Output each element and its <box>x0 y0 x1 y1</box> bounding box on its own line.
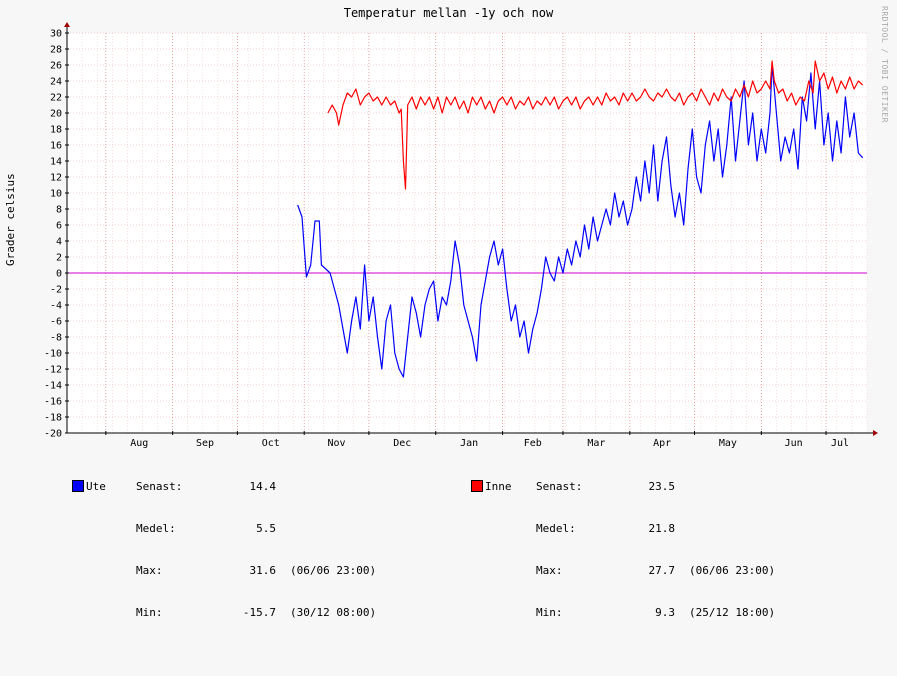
series-line-ute <box>297 64 864 378</box>
inne-min-value: 9.3 <box>655 606 675 619</box>
y-tick-labels: -20-18-16-14-12-10-8-6-4-202468101214161… <box>44 29 62 440</box>
y-tick-label: 0 <box>56 269 62 280</box>
ute-senast-value: 14.4 <box>249 480 277 493</box>
ute-min-value: -15.7 <box>242 606 276 619</box>
y-tick-label: 30 <box>50 29 62 40</box>
inne-min-when: (25/12 18:00) <box>689 606 776 619</box>
y-tick-label: 22 <box>50 93 62 104</box>
y-tick-label: 8 <box>56 205 62 216</box>
y-tick-label: -10 <box>44 349 62 360</box>
ute-name: Ute <box>86 480 106 493</box>
y-tick-label: 10 <box>50 189 62 200</box>
series-lines <box>297 60 864 378</box>
inne-swatch <box>471 480 483 492</box>
y-tick-label: -20 <box>44 429 62 440</box>
y-tick-label: 24 <box>50 77 62 88</box>
temperature-chart: -20-18-16-14-12-10-8-6-4-202468101214161… <box>44 22 878 449</box>
series-line-inne <box>327 60 864 190</box>
plot-area <box>67 33 867 433</box>
y-tick-label: 4 <box>56 237 62 248</box>
ute-min-label: Min: <box>136 606 163 619</box>
legend-inne: Inne Senast: 23.5 Medel: 21.8 Max: 27.7 … <box>471 452 851 634</box>
y-tick-label: -8 <box>50 333 62 344</box>
ute-min-when: (30/12 08:00) <box>290 606 377 619</box>
inne-name: Inne <box>485 480 512 493</box>
x-tick-label: Apr <box>653 438 671 449</box>
inne-min-label: Min: <box>536 606 563 619</box>
legend-ute: Ute Senast: 14.4 Medel: 5.5 Max: 31.6 (0… <box>72 452 452 634</box>
watermark: RRDTOOL / TOBI OETIKER <box>880 6 889 123</box>
ute-medel-value: 5.5 <box>256 522 276 535</box>
x-tick-label: Jan <box>460 438 478 449</box>
x-tick-label: Oct <box>262 438 280 449</box>
inne-medel-label: Medel: <box>536 522 576 535</box>
y-tick-label: -12 <box>44 365 62 376</box>
x-tick-label: Mar <box>587 438 605 449</box>
y-tick-label: -14 <box>44 381 62 392</box>
y-tick-label: -4 <box>50 301 62 312</box>
y-tick-label: 16 <box>50 141 62 152</box>
y-tick-label: 2 <box>56 253 62 264</box>
y-tick-label: 20 <box>50 109 62 120</box>
x-tick-labels: Aug Sep Oct Nov Dec Jan Feb Mar Apr May Jun Jul <box>130 438 849 449</box>
y-tick-label: 26 <box>50 61 62 72</box>
y-tick-label: -6 <box>50 317 62 328</box>
y-tick-label: 28 <box>50 45 62 56</box>
y-tick-label: -18 <box>44 413 62 424</box>
inne-max-value: 27.7 <box>648 564 676 577</box>
x-tick-label: Dec <box>393 438 411 449</box>
ute-swatch <box>72 480 84 492</box>
y-tick-label: -2 <box>50 285 62 296</box>
ute-max-when: (06/06 23:00) <box>290 564 377 577</box>
x-tick-label: Aug <box>130 438 148 449</box>
inne-senast-value: 23.5 <box>648 480 676 493</box>
y-tick-label: 14 <box>50 157 62 168</box>
y-axis-arrow <box>64 22 70 27</box>
ute-senast-label: Senast: <box>136 480 183 493</box>
x-axis-arrow <box>873 430 878 436</box>
ute-max-value: 31.6 <box>249 564 277 577</box>
y-tick-label: 12 <box>50 173 62 184</box>
chart-title: Temperatur mellan -1y och now <box>343 6 554 20</box>
x-tick-label: Nov <box>328 438 346 449</box>
x-tick-label: Sep <box>196 438 214 449</box>
ute-medel-label: Medel: <box>136 522 176 535</box>
inne-senast-label: Senast: <box>536 480 583 493</box>
y-tick-label: 18 <box>50 125 62 136</box>
x-tick-label: Jun <box>785 438 803 449</box>
inne-max-when: (06/06 23:00) <box>689 564 776 577</box>
x-tick-label: Feb <box>524 438 542 449</box>
y-tick-label: -16 <box>44 397 62 408</box>
y-tick-label: 6 <box>56 221 62 232</box>
inne-max-label: Max: <box>536 564 563 577</box>
x-tick-label: May <box>719 438 737 449</box>
inne-medel-value: 21.8 <box>648 522 676 535</box>
x-tick-label: Jul <box>831 438 849 449</box>
ute-max-label: Max: <box>136 564 163 577</box>
axes <box>64 22 878 436</box>
